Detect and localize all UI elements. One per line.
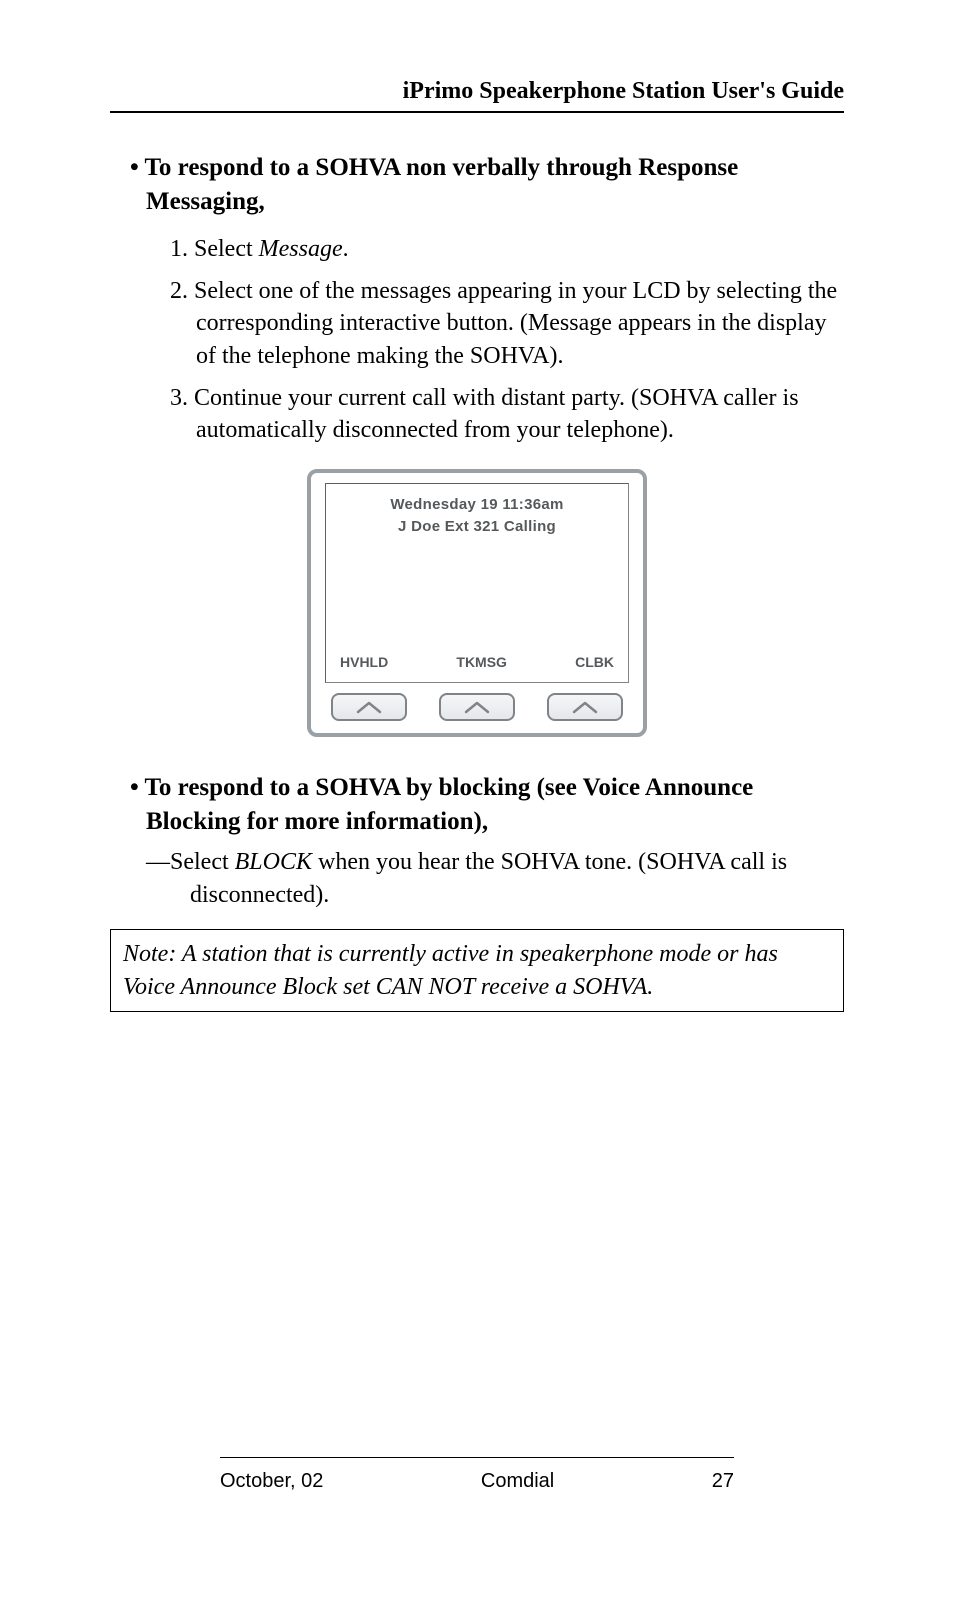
footer-brand: Comdial xyxy=(481,1470,554,1493)
lcd-softkey-row: HVHLD TKMSG CLBK xyxy=(334,654,620,674)
list-item: 2. Select one of the messages appearing … xyxy=(170,275,844,372)
lcd-screen: Wednesday 19 11:36am J Doe Ext 321 Calli… xyxy=(325,483,629,683)
item-text: Select one of the messages appearing in … xyxy=(194,278,837,369)
softkey-clbk: CLBK xyxy=(575,654,614,670)
hw-button-center[interactable] xyxy=(439,693,515,721)
hardware-button-row xyxy=(325,683,629,723)
lcd-device: Wednesday 19 11:36am J Doe Ext 321 Calli… xyxy=(307,469,647,737)
page-header: iPrimo Speakerphone Station User's Guide xyxy=(110,78,844,113)
section1-heading: • To respond to a SOHVA non verbally thr… xyxy=(110,151,844,219)
section2-heading: • To respond to a SOHVA by blocking (see… xyxy=(110,771,844,839)
item-number: 1. xyxy=(170,236,188,262)
section2-dash-item: —Select BLOCK when you hear the SOHVA to… xyxy=(110,846,844,911)
footer-date: October, 02 xyxy=(220,1470,323,1493)
item-number: 3. xyxy=(170,385,188,411)
note-box: Note: A station that is currently active… xyxy=(110,929,844,1012)
dash-text-before: —Select xyxy=(146,849,235,875)
item-italic: Message xyxy=(259,236,343,262)
list-item: 1. Select Message. xyxy=(170,233,844,265)
item-text: Select xyxy=(194,236,259,262)
up-arrow-icon xyxy=(570,700,600,714)
hw-button-left[interactable] xyxy=(331,693,407,721)
softkey-hvhld: HVHLD xyxy=(340,654,388,670)
lcd-figure: Wednesday 19 11:36am J Doe Ext 321 Calli… xyxy=(110,469,844,737)
section1-list: 1. Select Message. 2. Select one of the … xyxy=(110,233,844,447)
lcd-top-lines: Wednesday 19 11:36am J Doe Ext 321 Calli… xyxy=(334,494,620,539)
item-text: Continue your current call with distant … xyxy=(194,385,799,443)
softkey-tkmsg: TKMSG xyxy=(456,654,507,670)
page-footer: October, 02 Comdial 27 xyxy=(220,1457,734,1493)
header-title: iPrimo Speakerphone Station User's Guide xyxy=(110,78,844,105)
up-arrow-icon xyxy=(354,700,384,714)
item-number: 2. xyxy=(170,278,188,304)
footer-page-number: 27 xyxy=(712,1470,734,1493)
item-text-after: . xyxy=(343,236,349,262)
list-item: 3. Continue your current call with dista… xyxy=(170,382,844,447)
hw-button-right[interactable] xyxy=(547,693,623,721)
lcd-caller: J Doe Ext 321 Calling xyxy=(334,516,620,539)
up-arrow-icon xyxy=(462,700,492,714)
lcd-datetime: Wednesday 19 11:36am xyxy=(334,494,620,517)
dash-italic: BLOCK xyxy=(235,849,312,875)
